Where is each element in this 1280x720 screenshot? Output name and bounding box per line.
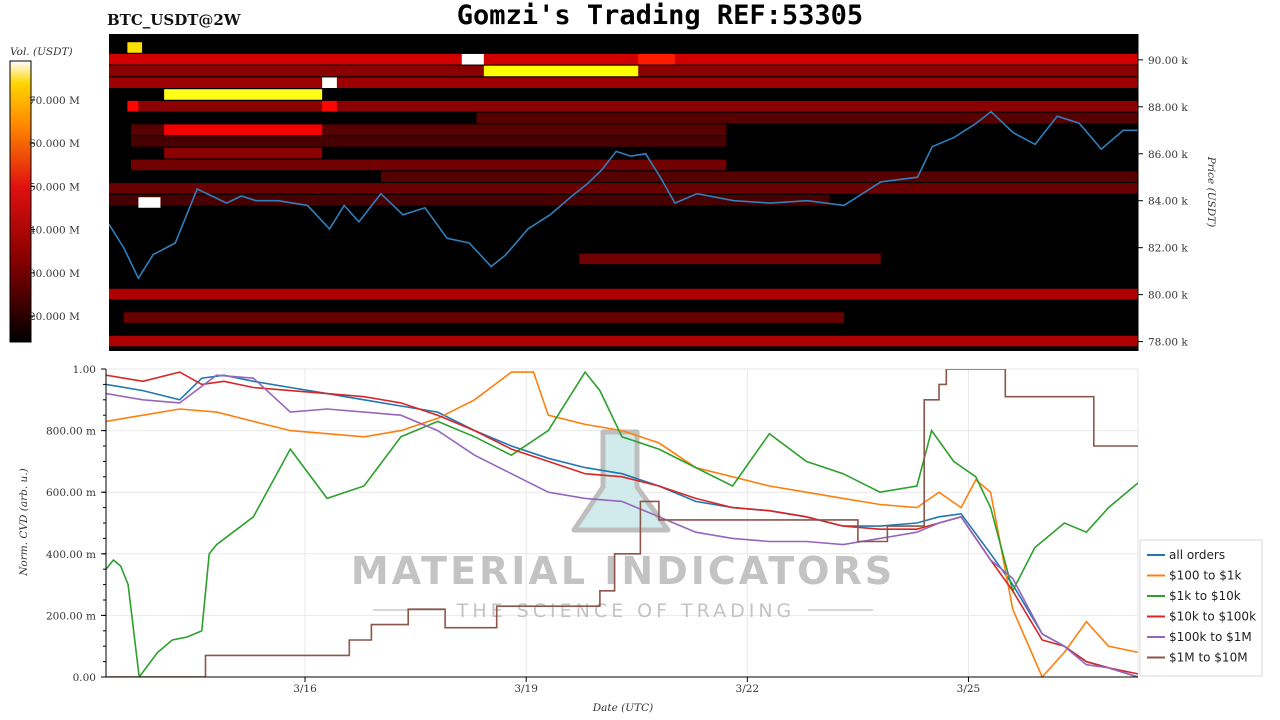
- colorbar-label: Vol. (USDT): [10, 46, 73, 58]
- heatmap-liquidity-block: [483, 65, 639, 77]
- legend-item-label: all orders: [1169, 548, 1225, 562]
- pair-label: BTC_USDT@2W: [107, 11, 242, 29]
- cvd-y-tick-label: 600.00 m: [46, 487, 96, 499]
- heatmap-liquidity-block: [127, 42, 143, 53]
- heatmap-band: [380, 171, 1138, 182]
- heatmap-band: [579, 253, 881, 265]
- heatmap-band: [476, 112, 1138, 124]
- legend-item-label: $100 to $1k: [1169, 569, 1241, 583]
- heatmap-liquidity-block: [638, 53, 675, 65]
- cvd-y-tick-label: 800.00 m: [46, 426, 96, 438]
- price-tick-label: 80.00 k: [1148, 290, 1188, 302]
- heatmap-band: [131, 100, 1138, 112]
- heatmap-liquidity-block: [164, 89, 323, 100]
- price-tick-label: 90.00 k: [1148, 55, 1188, 67]
- date-tick-label: 3/25: [957, 683, 981, 695]
- price-tick-label: 86.00 k: [1148, 149, 1188, 161]
- colorbar-tick-label: 50.000 M: [29, 181, 80, 193]
- heatmap-liquidity-block: [322, 100, 337, 112]
- cvd-y-tick-label: 0.00: [73, 672, 96, 684]
- colorbar-tick-label: 30.000 M: [29, 268, 80, 280]
- price-tick-label: 88.00 k: [1148, 102, 1188, 114]
- watermark-name: MATERIAL INDICATORS: [351, 549, 895, 593]
- date-axis-label: Date (UTC): [592, 702, 654, 714]
- heatmap-band: [109, 53, 1138, 65]
- price-tick-label: 84.00 k: [1148, 196, 1188, 208]
- heatmap-liquidity-block: [164, 124, 323, 135]
- page-title: Gomzi's Trading REF:53305: [457, 0, 863, 31]
- colorbar-tick-label: 20.000 M: [29, 311, 80, 323]
- heatmap-band: [109, 77, 1138, 89]
- cvd-series-line-5: [106, 369, 1138, 677]
- cvd-panel: MATERIAL INDICATORS THE SCIENCE OF TRADI…: [18, 364, 1139, 714]
- heatmap-panel: 90.00 k 88.00 k 86.00 k 84.00 k 82.00 k 80.00…: [109, 34, 1217, 351]
- cvd-y-tick-label: 400.00 m: [46, 549, 96, 561]
- cvd-series-line-4: [106, 374, 1138, 677]
- heatmap-band: [123, 312, 844, 323]
- price-line: [109, 110, 1138, 280]
- colorbar-tick-label: 40.000 M: [29, 225, 80, 237]
- flask-logo-icon: [571, 429, 671, 533]
- price-tick-label: 78.00 k: [1148, 337, 1188, 349]
- heatmap-liquidity-block: [461, 53, 484, 65]
- cvd-legend: all orders $100 to $1k $1k to $10k $10k to …: [1139, 539, 1263, 677]
- cvd-y-tick-label: 200.00 m: [46, 610, 96, 622]
- heatmap-liquidity-block: [138, 197, 161, 208]
- colorbar-tick-label: 70.000 M: [29, 95, 80, 107]
- heatmap-band: [131, 124, 727, 135]
- legend-box: [1139, 539, 1263, 677]
- date-tick-label: 3/22: [736, 683, 760, 695]
- heatmap-band: [109, 335, 1138, 347]
- heatmap-band: [109, 183, 1138, 194]
- date-tick-label: 3/19: [514, 683, 538, 695]
- colorbar-gradient: [9, 60, 32, 343]
- legend-item-label: $1M to $10M: [1169, 651, 1248, 665]
- price-axis-label: Price (USDT): [1205, 156, 1217, 228]
- legend-item-label: $10k to $100k: [1169, 610, 1256, 624]
- heatmap-band: [109, 194, 830, 206]
- price-tick-label: 82.00 k: [1148, 243, 1188, 255]
- legend-item-label: $1k to $10k: [1169, 589, 1241, 603]
- cvd-series-line-2: [106, 370, 1138, 677]
- heatmap-liquidity-block: [127, 100, 139, 112]
- legend-item-label: $100k to $1M: [1169, 630, 1252, 644]
- heatmap-liquidity-block: [322, 77, 337, 89]
- cvd-y-tick-label: 1.00: [73, 364, 96, 376]
- colorbar-tick-label: 60.000 M: [29, 138, 80, 150]
- heatmap-band: [131, 136, 727, 147]
- date-tick-label: 3/16: [293, 683, 317, 695]
- heatmap-band: [131, 159, 727, 171]
- cvd-axis-label: Norm. CVD (arb. u.): [18, 468, 30, 577]
- heatmap-liquidity-block: [164, 147, 323, 159]
- colorbar: Vol. (USDT) 70.000 M 60.000 M 50.000 M 40.0…: [9, 46, 80, 343]
- heatmap-band: [109, 288, 1138, 300]
- watermark-tagline: THE SCIENCE OF TRADING: [456, 600, 796, 622]
